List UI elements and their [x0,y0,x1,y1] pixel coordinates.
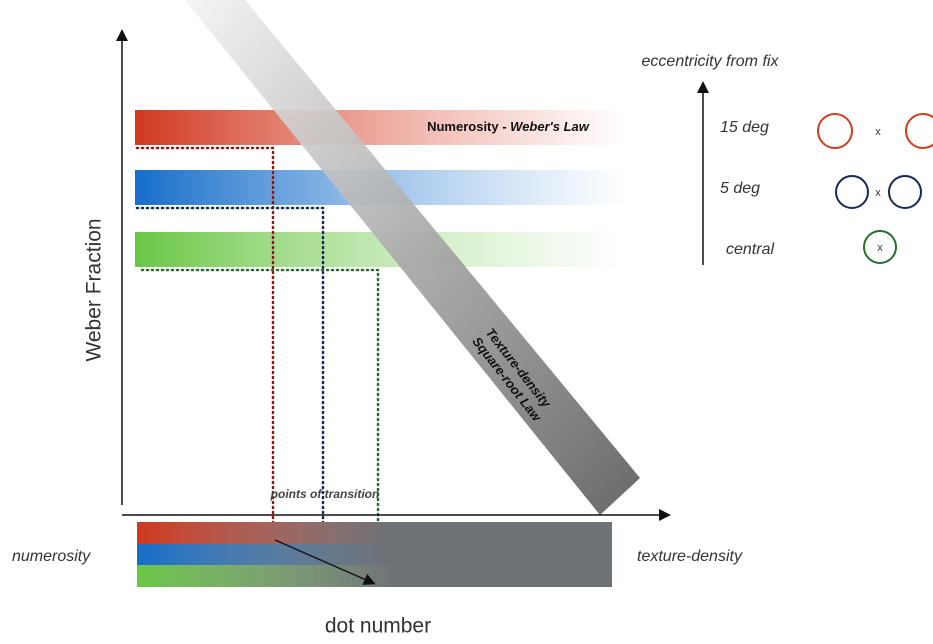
ecc-central: central [726,241,774,258]
transition-label: points of transition [270,487,380,501]
stim-circle [863,230,897,264]
fix-mark: x [877,242,883,254]
stim-circle [835,175,869,209]
bottom-bar [137,522,612,587]
fix-mark: x [875,126,881,138]
numerosity-label: numerosity [12,548,91,565]
texture-band [185,0,640,515]
stim-circle [905,113,933,149]
bottom-blue [137,544,387,565]
bottom-green [137,565,397,587]
y-axis-label: Weber Fraction [83,218,106,361]
red-dots [135,146,275,542]
ecc-15: 15 deg [720,119,769,136]
transition-arrow [274,539,376,585]
texture-label: texture-density [637,548,743,565]
eccentricity-label: eccentricity from fix [642,53,780,70]
band-title: Numerosity - Weber's Law [427,119,590,134]
stimuli [817,113,933,264]
blue-dots [135,206,325,557]
stim-circle [817,113,853,149]
stim-circle [888,175,922,209]
green-dots [140,268,380,584]
ecc-5: 5 deg [720,180,760,197]
x-axis-label: dot number [325,615,431,638]
fix-mark: x [875,187,881,199]
dotted-lines [135,146,380,584]
band-title-main: Numerosity - [427,119,510,134]
band-title-emphasis: Weber's Law [510,119,590,134]
bottom-red [137,522,387,544]
red-band [135,110,625,145]
